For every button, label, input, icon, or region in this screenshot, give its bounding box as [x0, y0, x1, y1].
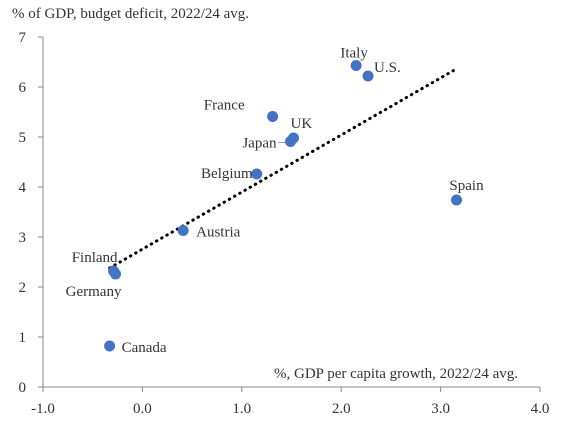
point-japan — [285, 136, 297, 147]
point-label: Belgium — [201, 166, 253, 182]
point-us — [362, 70, 374, 82]
y-tick-label: 1 — [19, 330, 27, 346]
y-axis-title: % of GDP, budget deficit, 2022/24 avg. — [12, 6, 249, 22]
y-tick-label: 7 — [19, 30, 27, 46]
trendline — [108, 69, 456, 270]
point-italy — [350, 60, 362, 71]
x-tick-label: 1.0 — [232, 401, 251, 417]
point-label: Spain — [449, 178, 484, 194]
x-tick-label: 0.0 — [133, 401, 152, 417]
point-labels: Italy U.S. France UK Japan Belgium Spain Austri… — [66, 46, 484, 357]
y-tick-labels: 0 1 2 3 4 5 6 7 — [19, 30, 27, 396]
y-tick-label: 5 — [19, 130, 27, 146]
trendline-layer — [108, 69, 456, 270]
point-label: Canada — [122, 340, 167, 356]
point-canada — [104, 340, 116, 352]
point-label: Germany — [66, 284, 122, 300]
x-tick-label: 2.0 — [332, 401, 351, 417]
point-label: Italy — [340, 46, 368, 62]
axes — [38, 36, 541, 392]
point-germany — [110, 268, 122, 280]
y-tick-label: 0 — [19, 380, 27, 396]
x-tick-labels: -1.0 0.0 1.0 2.0 3.0 4.0 — [31, 401, 549, 417]
x-tick-label: 4.0 — [531, 401, 550, 417]
point-belgium — [251, 168, 263, 180]
y-tick-label: 2 — [19, 280, 27, 296]
point-label: France — [204, 98, 245, 114]
data-points — [104, 60, 463, 352]
y-tick-label: 6 — [19, 80, 27, 96]
y-tick-label: 3 — [19, 230, 27, 246]
x-tick-label: 3.0 — [431, 401, 450, 417]
y-tick-label: 4 — [19, 180, 27, 196]
point-label: U.S. — [374, 60, 401, 76]
point-spain — [451, 194, 463, 206]
point-austria — [177, 225, 189, 236]
x-tick-label: -1.0 — [31, 401, 55, 417]
point-label: Japan — [242, 136, 277, 152]
point-label: Austria — [196, 225, 241, 241]
point-france — [267, 111, 279, 122]
point-label: Finland — [72, 250, 118, 266]
point-label: UK — [290, 116, 312, 132]
x-axis-title: %, GDP per capita growth, 2022/24 avg. — [274, 366, 518, 382]
